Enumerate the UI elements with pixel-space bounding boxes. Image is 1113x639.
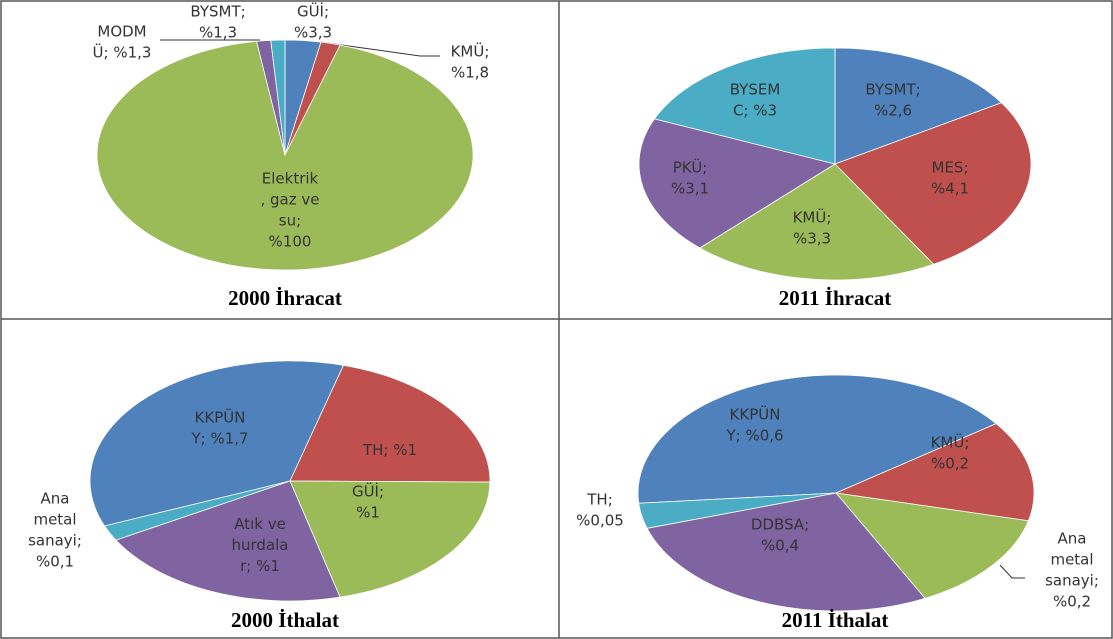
data-label: GÜİ; %3,3 <box>294 1 332 41</box>
pie-slice <box>638 492 837 529</box>
pie-slice <box>834 47 1003 165</box>
chart-title: 2000 İthalat <box>231 608 339 632</box>
pie-slice <box>115 480 341 602</box>
data-label: BYSMT; %2,6 <box>865 80 920 119</box>
leader-lines <box>160 39 1025 579</box>
data-label: Ana metal sanayi; %0,1 <box>28 489 82 570</box>
pie-slice <box>89 360 345 527</box>
data-label: KMÜ; %0,2 <box>931 432 970 472</box>
pie-slice <box>834 102 1032 265</box>
data-label: MES; %4,1 <box>931 158 969 197</box>
chart-title: 2011 İhracat <box>779 286 892 310</box>
data-label: Ana metal sanayi; %0,2 <box>1045 529 1099 610</box>
data-label: BYSEM C; %3 <box>730 80 781 119</box>
data-label: BYSMT; %1,3 <box>190 2 245 41</box>
pie-slice <box>103 480 291 541</box>
pie-slice <box>289 480 491 598</box>
data-label: KKPÜN Y; %0,6 <box>725 404 783 444</box>
data-label: PKÜ; %3,1 <box>671 157 709 197</box>
leader-line <box>319 41 440 57</box>
data-label: DDBSA; %0,4 <box>751 515 809 554</box>
chart-title: 2011 İthalat <box>782 608 889 632</box>
pie-slice <box>637 374 997 504</box>
leader-line <box>999 564 1025 579</box>
data-label: KKPÜN Y; %1,7 <box>190 407 248 447</box>
data-label: KMÜ; %1,8 <box>451 41 490 81</box>
data-label: Atık ve hurdala r; %1 <box>232 515 289 575</box>
data-label: Elektrik, gaz ve su; %100 <box>261 169 320 250</box>
pie-slice <box>653 47 836 165</box>
pie-slice <box>96 40 474 271</box>
pie-slice <box>270 39 286 156</box>
pie-slice <box>835 492 1029 599</box>
data-label: GÜİ; %1 <box>352 481 384 521</box>
pie-slice <box>646 492 926 612</box>
data-label: TH; %0,05 <box>576 490 624 529</box>
data-label: MODM Ü; %1,3 <box>93 22 152 61</box>
pie-slice <box>834 423 1035 522</box>
pie-slice <box>289 364 491 483</box>
data-label: TH; %1 <box>362 441 417 459</box>
pie-slice <box>638 118 837 249</box>
data-label: KMÜ; %3,3 <box>793 207 832 247</box>
chart-title: 2000 İhracat <box>228 286 342 310</box>
pie-slice <box>699 163 935 281</box>
